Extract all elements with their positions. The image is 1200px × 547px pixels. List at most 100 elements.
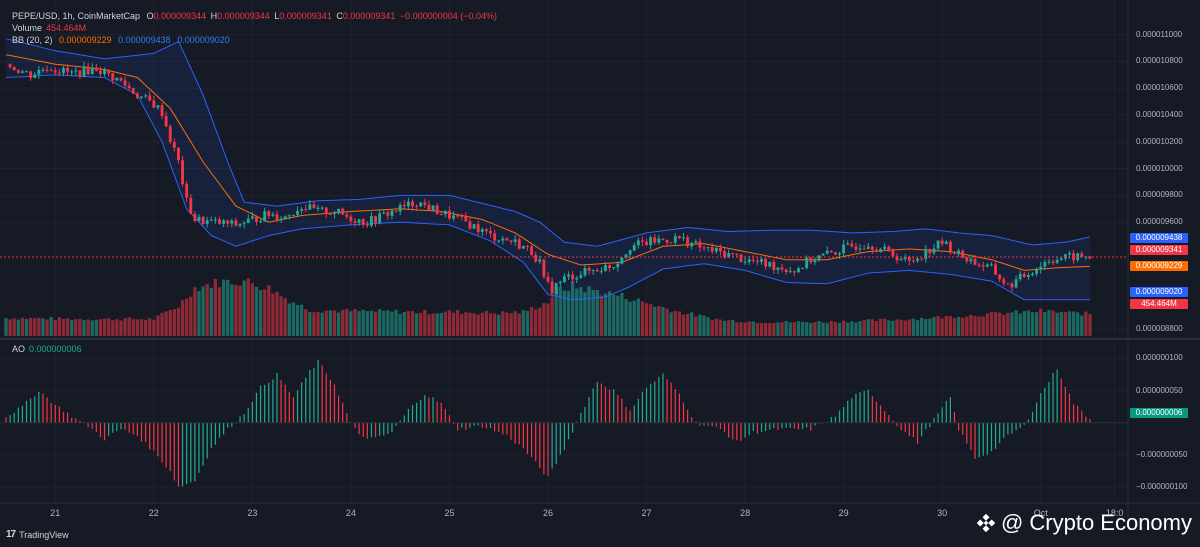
volume-bar [480,312,484,336]
volume-bar [468,312,472,336]
candle-body [842,244,846,254]
candle-body [201,216,205,225]
ao-bar [498,422,500,432]
volume-bar [82,320,86,336]
ao-bar [506,422,508,435]
ao-bar [444,408,446,423]
candle-body [747,259,751,262]
ao-bar [814,422,816,426]
candle-body [131,88,135,94]
candle-body [513,239,517,242]
volume-bar [119,320,123,336]
volume-bar [772,323,776,336]
ao-bar [30,398,32,423]
ao-bar [530,422,533,458]
volume-bar [492,313,497,336]
candle-body [641,240,644,242]
candle-body [300,209,304,211]
candle-body [772,262,776,270]
candle-body [41,69,45,71]
candle-body [604,265,607,272]
volume-label[interactable]: Volume [12,23,43,33]
volume-bar [324,310,328,336]
candle-body [386,212,390,216]
tradingview-footer[interactable]: 17 TradingView [6,529,69,540]
volume-bar [525,310,530,336]
volume-bar [591,289,595,336]
ao-bar [945,400,947,423]
candle-body [435,205,439,215]
volume-bar [529,307,534,336]
ao-bar [953,412,956,423]
candle-body [172,142,176,148]
ao-bar [329,379,331,423]
volume-bar [550,297,554,336]
volume-bar [94,319,98,336]
candle-body [801,267,805,269]
bb-label[interactable]: BB (20, 2) [12,35,53,45]
candle-body [1006,283,1010,285]
candle-body [275,214,279,220]
volume-bar [722,320,727,336]
volume-bar [246,278,250,336]
volume-bar [870,319,875,336]
candle-body [250,216,254,219]
volume-bar [65,318,70,336]
volume-bar [390,311,394,336]
candle-body [682,237,685,239]
volume-bar [813,322,817,336]
candle-body [969,258,973,262]
volume-bar [1018,313,1022,336]
symbol-title[interactable]: PEPE/USD, 1h, CoinMarketCap [12,11,141,21]
candle-body [238,224,242,226]
candle-body [944,241,948,245]
ao-label[interactable]: AO [12,344,26,354]
volume-bar [501,311,505,336]
ao-bar [797,422,800,430]
volume-bar [575,288,579,336]
volume-bar [115,319,119,336]
candle-body [928,248,932,254]
volume-bar [932,317,936,336]
ao-bar [769,422,771,430]
ao-bar [173,422,175,481]
candle-body [780,267,784,270]
volume-bar [850,321,854,336]
volume-bar [349,311,353,336]
price-tick-label: 0.000009800 [1136,190,1183,200]
ao-bar [411,405,414,423]
ao-bar [1011,422,1013,434]
candle-body [550,281,554,294]
candle-body [12,67,16,71]
ao-bar [855,393,857,423]
volume-bar [920,317,924,336]
volume-bar [1039,308,1043,336]
candle-body [468,221,472,229]
candle-body [439,214,443,216]
price-tick-label: 0.000010400 [1136,110,1183,120]
ao-bar [633,405,635,423]
ao-bar [95,422,97,432]
volume-bar [562,290,567,336]
volume-bar [554,287,558,336]
candle-body [259,221,263,223]
candle-body [1002,279,1006,284]
volume-bar [230,284,234,336]
ao-bar [777,422,779,430]
ao-bar [1048,381,1050,423]
candle-body [690,242,694,247]
volume-bar [410,311,415,336]
ao-bar [584,406,586,423]
candle-body [1022,273,1026,278]
time-tick-label: 23 [247,508,258,518]
volume-bar [727,320,731,336]
bollinger-basis-line [5,54,1091,271]
candle-body [698,241,702,248]
candle-body [661,238,665,240]
ao-bar [514,422,516,444]
ao-bar [227,422,229,428]
ao-bar [851,398,853,423]
volume-bar [472,313,476,336]
candle-body [20,71,24,73]
